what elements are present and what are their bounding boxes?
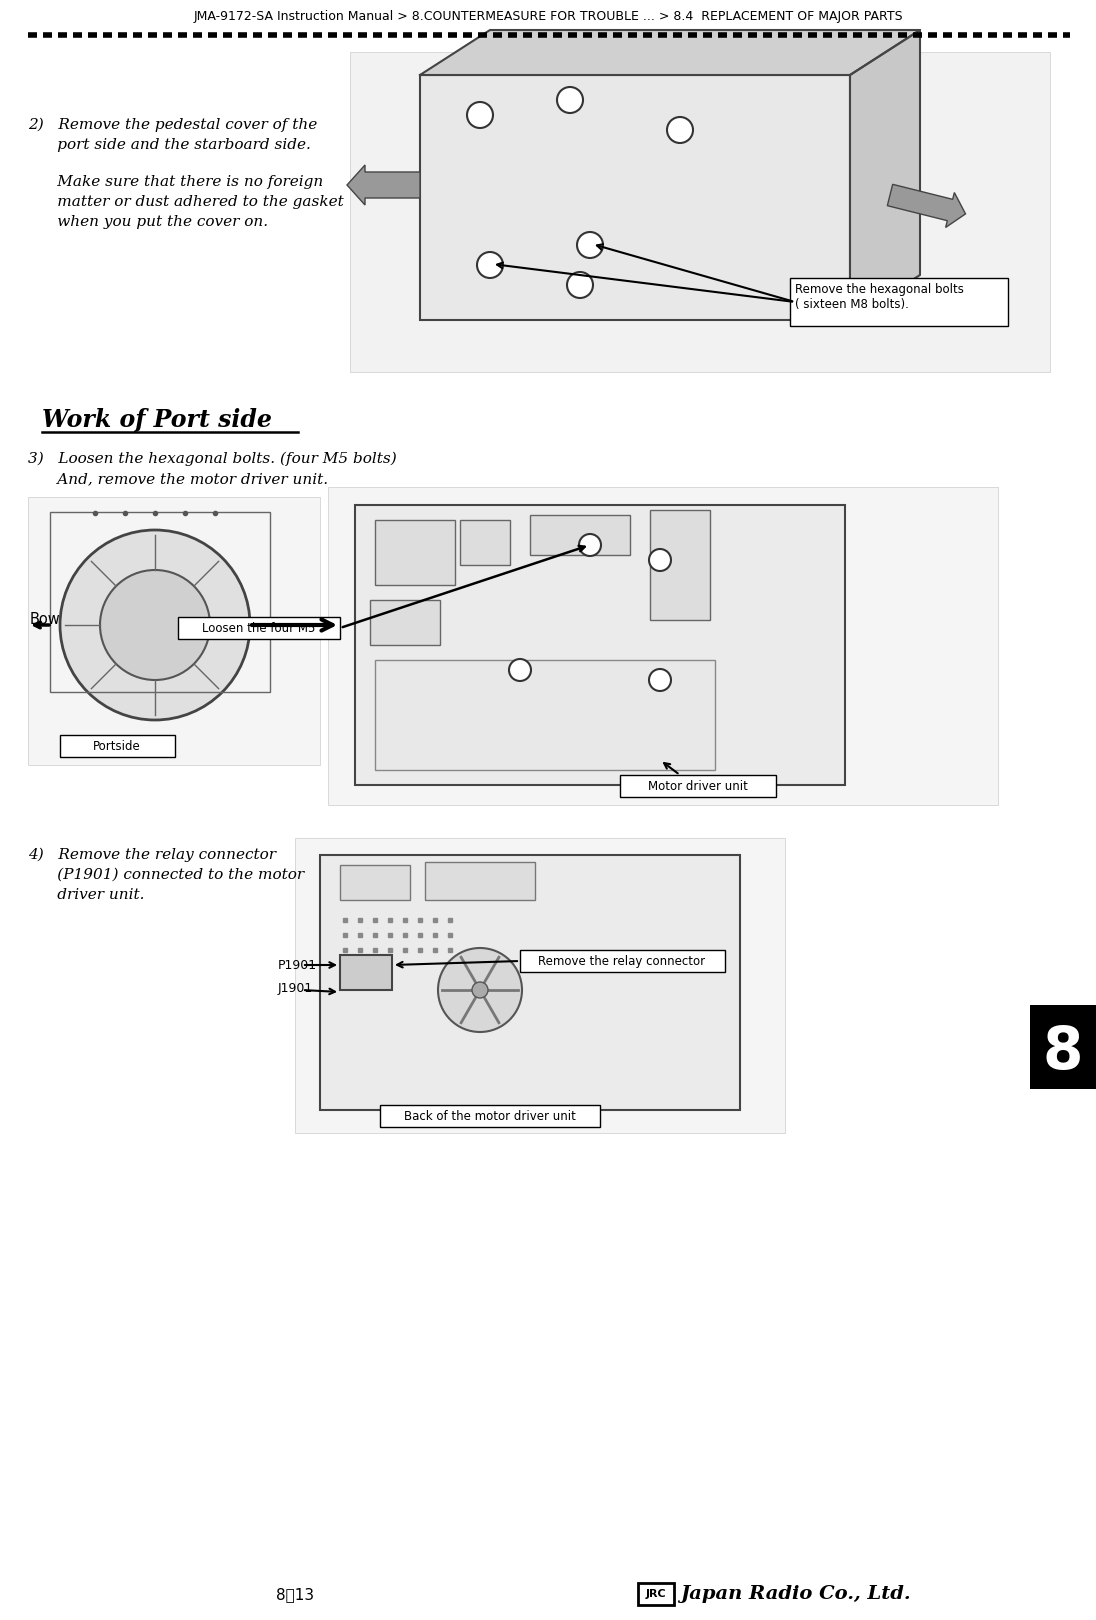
Text: Back of the motor driver unit: Back of the motor driver unit — [404, 1110, 575, 1123]
Text: driver unit.: driver unit. — [28, 888, 145, 902]
Bar — [375, 520, 455, 585]
Circle shape — [649, 669, 671, 692]
Text: when you put the cover on.: when you put the cover on. — [28, 215, 269, 228]
Text: JMA-9172-SA Instruction Manual > 8.COUNTERMEASURE FOR TROUBLE ... > 8.4  REPLACE: JMA-9172-SA Instruction Manual > 8.COUNT… — [193, 10, 903, 23]
Text: 3)   Loosen the hexagonal bolts. (four M5 bolts): 3) Loosen the hexagonal bolts. (four M5 … — [28, 452, 397, 467]
Bar — [340, 956, 392, 990]
Circle shape — [649, 549, 671, 570]
Bar — [520, 949, 724, 972]
Bar — [1030, 1004, 1096, 1089]
Text: Remove the hexagonal bolts
( sixteen M8 bolts).: Remove the hexagonal bolts ( sixteen M8 … — [795, 284, 963, 311]
Bar — [355, 505, 845, 786]
Text: Portside: Portside — [93, 739, 141, 753]
Text: Loosen the four M5: Loosen the four M5 — [203, 622, 316, 635]
Bar — [650, 510, 710, 620]
Bar — [375, 659, 715, 769]
Circle shape — [576, 232, 603, 258]
Polygon shape — [850, 31, 920, 321]
Text: JRC: JRC — [646, 1589, 666, 1599]
Bar — [50, 512, 270, 692]
Bar — [530, 515, 630, 556]
Text: 8－13: 8－13 — [276, 1588, 315, 1602]
Circle shape — [579, 535, 601, 556]
Text: (P1901) connected to the motor: (P1901) connected to the motor — [28, 868, 304, 881]
Bar — [328, 488, 998, 805]
Polygon shape — [420, 31, 920, 75]
Bar — [350, 52, 1050, 373]
Text: 2)   Remove the pedestal cover of the: 2) Remove the pedestal cover of the — [28, 118, 317, 133]
Circle shape — [100, 570, 210, 680]
Text: Bow: Bow — [30, 611, 60, 627]
Circle shape — [557, 87, 583, 113]
Bar — [638, 1583, 674, 1605]
Text: port side and the starboard side.: port side and the starboard side. — [28, 138, 311, 152]
Circle shape — [60, 530, 250, 719]
Text: 8: 8 — [1042, 1024, 1083, 1081]
Text: matter or dust adhered to the gasket: matter or dust adhered to the gasket — [28, 194, 344, 209]
Bar — [178, 617, 340, 638]
Bar — [28, 497, 320, 765]
Circle shape — [467, 102, 493, 128]
Circle shape — [472, 982, 488, 998]
Bar — [340, 865, 410, 901]
Bar — [370, 599, 439, 645]
Bar — [620, 774, 776, 797]
Text: Japan Radio Co., Ltd.: Japan Radio Co., Ltd. — [680, 1584, 911, 1604]
Text: J1901: J1901 — [278, 982, 313, 995]
Bar — [320, 855, 740, 1110]
Circle shape — [509, 659, 530, 680]
Bar — [425, 862, 535, 901]
FancyArrow shape — [347, 165, 420, 206]
Circle shape — [667, 117, 693, 143]
FancyArrow shape — [888, 185, 966, 227]
Text: P1901: P1901 — [278, 959, 317, 972]
Bar — [295, 838, 785, 1132]
Bar — [380, 1105, 600, 1128]
Bar — [60, 735, 175, 757]
Circle shape — [567, 272, 593, 298]
Bar — [420, 75, 850, 321]
Bar — [790, 279, 1008, 326]
Circle shape — [477, 253, 503, 279]
Text: Make sure that there is no foreign: Make sure that there is no foreign — [28, 175, 323, 190]
Circle shape — [438, 948, 522, 1032]
Text: 4)   Remove the relay connector: 4) Remove the relay connector — [28, 847, 276, 862]
Text: And, remove the motor driver unit.: And, remove the motor driver unit. — [28, 471, 328, 486]
Bar — [460, 520, 510, 565]
Text: Work of Port side: Work of Port side — [42, 408, 272, 433]
Text: Remove the relay connector: Remove the relay connector — [538, 954, 706, 967]
Text: Motor driver unit: Motor driver unit — [648, 779, 747, 792]
